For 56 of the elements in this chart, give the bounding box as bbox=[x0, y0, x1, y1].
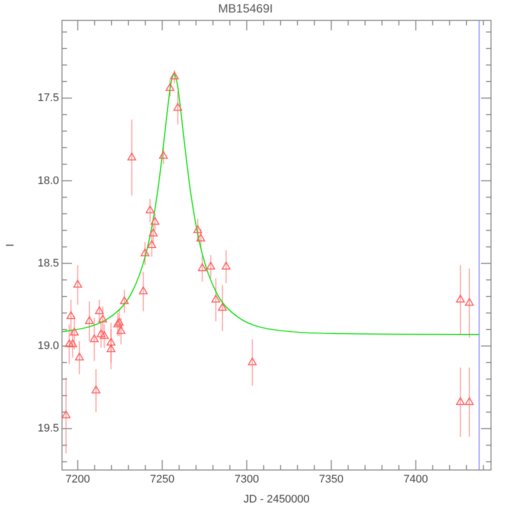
point bbox=[148, 228, 158, 236]
point bbox=[113, 320, 122, 328]
x-tick-label: 7300 bbox=[234, 474, 259, 486]
point bbox=[64, 339, 74, 348]
x-tick-label: 7250 bbox=[150, 474, 174, 486]
point bbox=[114, 318, 124, 326]
y-axis-title: I bbox=[4, 244, 17, 247]
y-tick-label: 18.0 bbox=[38, 174, 59, 187]
point bbox=[68, 339, 78, 348]
point bbox=[206, 262, 216, 270]
y-tick-label: 17.5 bbox=[38, 92, 59, 104]
point bbox=[196, 234, 206, 242]
point bbox=[75, 352, 84, 360]
point bbox=[70, 328, 79, 336]
point bbox=[116, 326, 126, 334]
point bbox=[73, 280, 82, 288]
point bbox=[138, 286, 148, 294]
point bbox=[173, 103, 182, 111]
point bbox=[456, 397, 465, 405]
point bbox=[456, 294, 465, 302]
point bbox=[106, 344, 116, 352]
point bbox=[90, 334, 99, 342]
point bbox=[166, 83, 174, 91]
point bbox=[96, 329, 106, 338]
point bbox=[140, 248, 150, 256]
point bbox=[147, 240, 156, 248]
point bbox=[146, 205, 154, 214]
point bbox=[464, 298, 474, 306]
point bbox=[94, 306, 104, 314]
point bbox=[159, 150, 168, 159]
point bbox=[92, 386, 100, 394]
x-tick-label: 7400 bbox=[404, 474, 428, 486]
point bbox=[66, 311, 76, 320]
point bbox=[464, 397, 474, 405]
point bbox=[62, 410, 70, 418]
x-tick-label: 7350 bbox=[319, 474, 344, 486]
chart-title: MB15469I bbox=[218, 2, 273, 16]
point bbox=[222, 262, 231, 270]
point bbox=[170, 72, 179, 80]
point bbox=[98, 314, 108, 322]
point bbox=[218, 303, 227, 311]
point bbox=[193, 225, 202, 234]
point bbox=[211, 294, 220, 302]
point bbox=[120, 296, 129, 304]
point bbox=[150, 217, 160, 225]
point bbox=[84, 316, 94, 324]
y-tick-label: 18.5 bbox=[38, 257, 59, 270]
point bbox=[198, 263, 207, 272]
point bbox=[127, 152, 136, 160]
y-tick-label: 19.5 bbox=[38, 422, 59, 435]
x-tick-label: 7200 bbox=[65, 474, 90, 486]
y-tick-label: 19.0 bbox=[38, 340, 59, 352]
point bbox=[106, 338, 116, 346]
point bbox=[100, 331, 109, 339]
point bbox=[248, 358, 257, 366]
x-axis-title: JD - 2450000 bbox=[243, 493, 310, 506]
